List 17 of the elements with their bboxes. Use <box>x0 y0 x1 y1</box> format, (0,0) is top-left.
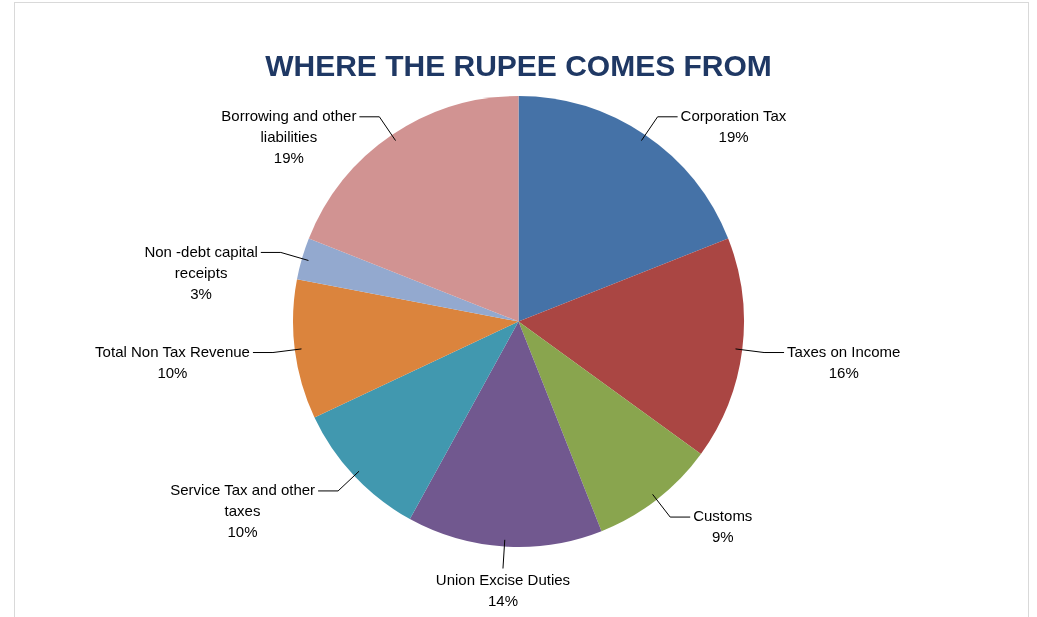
data-label: 10% <box>227 523 258 541</box>
slice-label: Total Non Tax Revenue <box>95 342 250 360</box>
slice-label: Non -debt capital receipts <box>144 242 258 281</box>
data-label: 10% <box>157 363 188 381</box>
slice-label: Service Tax and other taxes <box>170 481 316 520</box>
slice-label: Taxes on Income <box>787 342 901 360</box>
chart-title: WHERE THE RUPEE COMES FROM <box>265 49 772 83</box>
data-label: 19% <box>718 127 749 145</box>
slice-label: Customs <box>693 507 753 525</box>
data-label: 14% <box>487 592 518 610</box>
data-label: 19% <box>273 148 304 166</box>
slice-label: Borrowing and other liabilities <box>221 106 357 145</box>
data-label: 9% <box>711 528 734 546</box>
data-label: 16% <box>828 363 859 381</box>
slice-label: Corporation Tax <box>680 106 787 124</box>
slice-label: Union Excise Duties <box>435 571 571 589</box>
data-label: 3% <box>190 284 212 302</box>
